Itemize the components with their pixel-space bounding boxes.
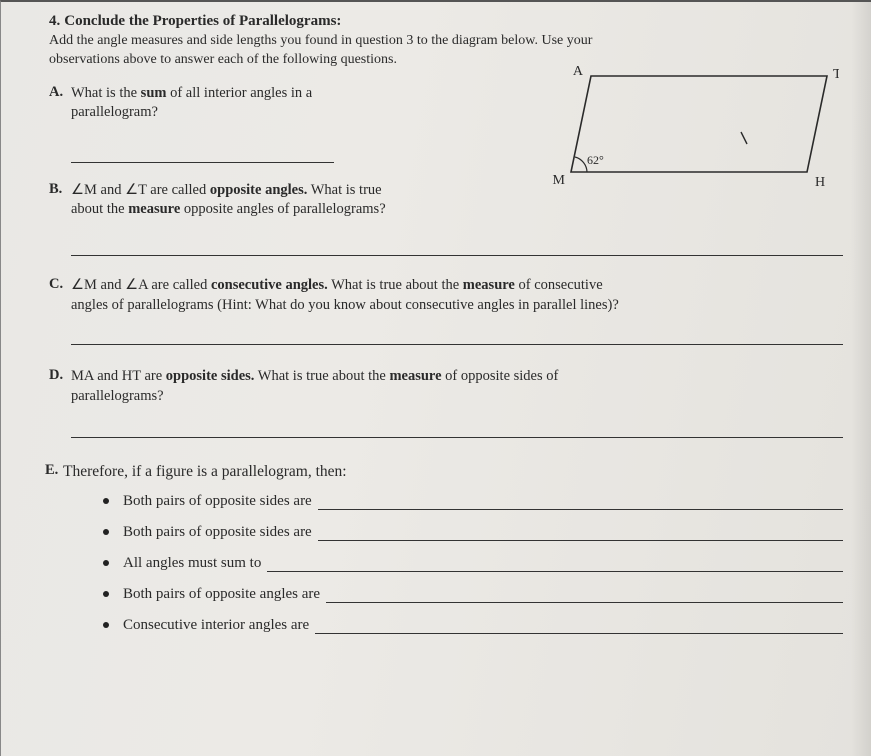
vertex-label-h: H	[815, 175, 825, 190]
part-a-line1a: What is the	[71, 85, 141, 101]
bullet-row: Both pairs of opposite angles are	[103, 586, 843, 603]
bullet-text: Both pairs of opposite angles are	[123, 586, 320, 603]
part-b-letter: B.	[49, 181, 62, 198]
bullet-dot-icon	[103, 560, 109, 566]
part-b-line2: about the measure opposite angles of par…	[71, 200, 525, 220]
tick-mark	[741, 132, 747, 144]
part-d-line2: parallelograms?	[71, 387, 843, 407]
part-c-blank	[71, 327, 843, 345]
bullet-blank-line	[267, 556, 843, 572]
bullet-blank-line	[318, 494, 843, 510]
part-c-letter: C.	[49, 276, 63, 293]
bullet-dot-icon	[103, 591, 109, 597]
part-c: C. ∠M and ∠A are called consecutive angl…	[71, 276, 843, 345]
part-e: E. Therefore, if a figure is a parallelo…	[63, 462, 843, 634]
bullet-row: Both pairs of opposite sides are	[103, 524, 843, 541]
part-d-letter: D.	[49, 367, 63, 384]
part-a-bold: sum	[141, 85, 167, 101]
bullet-list: Both pairs of opposite sides are Both pai…	[103, 493, 843, 634]
part-a-text: What is the sum of all interior angles i…	[71, 84, 525, 123]
question-title: Conclude the Properties of Parallelogram…	[64, 13, 341, 29]
part-a-letter: A.	[49, 84, 63, 101]
part-a-blank	[71, 145, 334, 163]
part-a-line2: parallelogram?	[71, 103, 525, 123]
vertex-label-m: M	[553, 173, 566, 188]
vertex-label-t: T	[833, 67, 839, 82]
part-a: A. What is the sum of all interior angle…	[71, 84, 525, 163]
part-d: D. MA and HT are opposite sides. What is…	[71, 367, 843, 438]
bullet-blank-line	[318, 525, 843, 541]
part-e-letter: E.	[45, 462, 58, 479]
part-d-bold2: measure	[389, 368, 441, 384]
part-d-l1b: What is true about the	[254, 368, 389, 384]
worksheet-page: 4. Conclude the Properties of Parallelog…	[0, 0, 871, 756]
part-b-blank-wrap	[71, 238, 843, 256]
part-d-bold1: opposite sides.	[166, 368, 255, 384]
part-c-bold1: consecutive angles.	[211, 277, 328, 293]
part-b-l2b: opposite angles of parallelograms?	[180, 201, 385, 217]
part-d-blank	[71, 420, 843, 438]
part-e-line1: Therefore, if a figure is a parallelogra…	[63, 462, 843, 483]
part-d-l1c: of opposite sides of	[442, 368, 559, 384]
part-b: B. ∠M and ∠T are called opposite angles.…	[71, 181, 525, 220]
part-b-bold1: opposite angles.	[210, 182, 308, 198]
part-c-l1a: ∠M and ∠A are called	[71, 277, 211, 293]
part-c-line2: angles of parallelograms (Hint: What do …	[71, 296, 843, 316]
parallelogram-shape	[571, 76, 827, 172]
diagram-column: A T H M 62°	[543, 70, 843, 210]
row-a-b-diagram: A. What is the sum of all interior angle…	[49, 70, 843, 220]
bullet-dot-icon	[103, 622, 109, 628]
bullet-dot-icon	[103, 498, 109, 504]
part-b-l1b: What is true	[307, 182, 381, 198]
part-a-line1b: of all interior angles in a	[166, 85, 312, 101]
bullet-text: Both pairs of opposite sides are	[123, 493, 312, 510]
bullet-row: Both pairs of opposite sides are	[103, 493, 843, 510]
page-shadow	[851, 2, 871, 756]
part-b-blank	[71, 238, 843, 256]
question-intro-line1: Add the angle measures and side lengths …	[49, 32, 843, 51]
question-number: 4.	[49, 13, 60, 29]
bullet-text: Consecutive interior angles are	[123, 617, 309, 634]
part-b-l1a: ∠M and ∠T are called	[71, 182, 210, 198]
col-left: A. What is the sum of all interior angle…	[49, 70, 525, 220]
part-c-l1b: What is true about the	[328, 277, 463, 293]
part-c-bold1c: measure	[463, 277, 515, 293]
parallelogram-diagram: A T H M 62°	[539, 64, 839, 204]
bullet-blank-line	[315, 618, 843, 634]
bullet-dot-icon	[103, 529, 109, 535]
part-b-bold2: measure	[128, 201, 180, 217]
part-b-l2a: about the	[71, 201, 128, 217]
bullet-text: All angles must sum to	[123, 555, 261, 572]
vertex-label-a: A	[573, 64, 584, 79]
part-b-text: ∠M and ∠T are called opposite angles. Wh…	[71, 181, 525, 220]
bullet-blank-line	[326, 587, 843, 603]
part-d-text: MA and HT are opposite sides. What is tr…	[71, 367, 843, 406]
angle-arc	[575, 157, 587, 172]
part-c-l1d: of consecutive	[515, 277, 603, 293]
bullet-row: All angles must sum to	[103, 555, 843, 572]
part-d-l1a: MA and HT are	[71, 368, 166, 384]
angle-label: 62°	[587, 153, 604, 167]
bullet-row: Consecutive interior angles are	[103, 617, 843, 634]
part-c-text: ∠M and ∠A are called consecutive angles.…	[71, 276, 843, 315]
question-header: 4. Conclude the Properties of Parallelog…	[49, 12, 843, 30]
bullet-text: Both pairs of opposite sides are	[123, 524, 312, 541]
